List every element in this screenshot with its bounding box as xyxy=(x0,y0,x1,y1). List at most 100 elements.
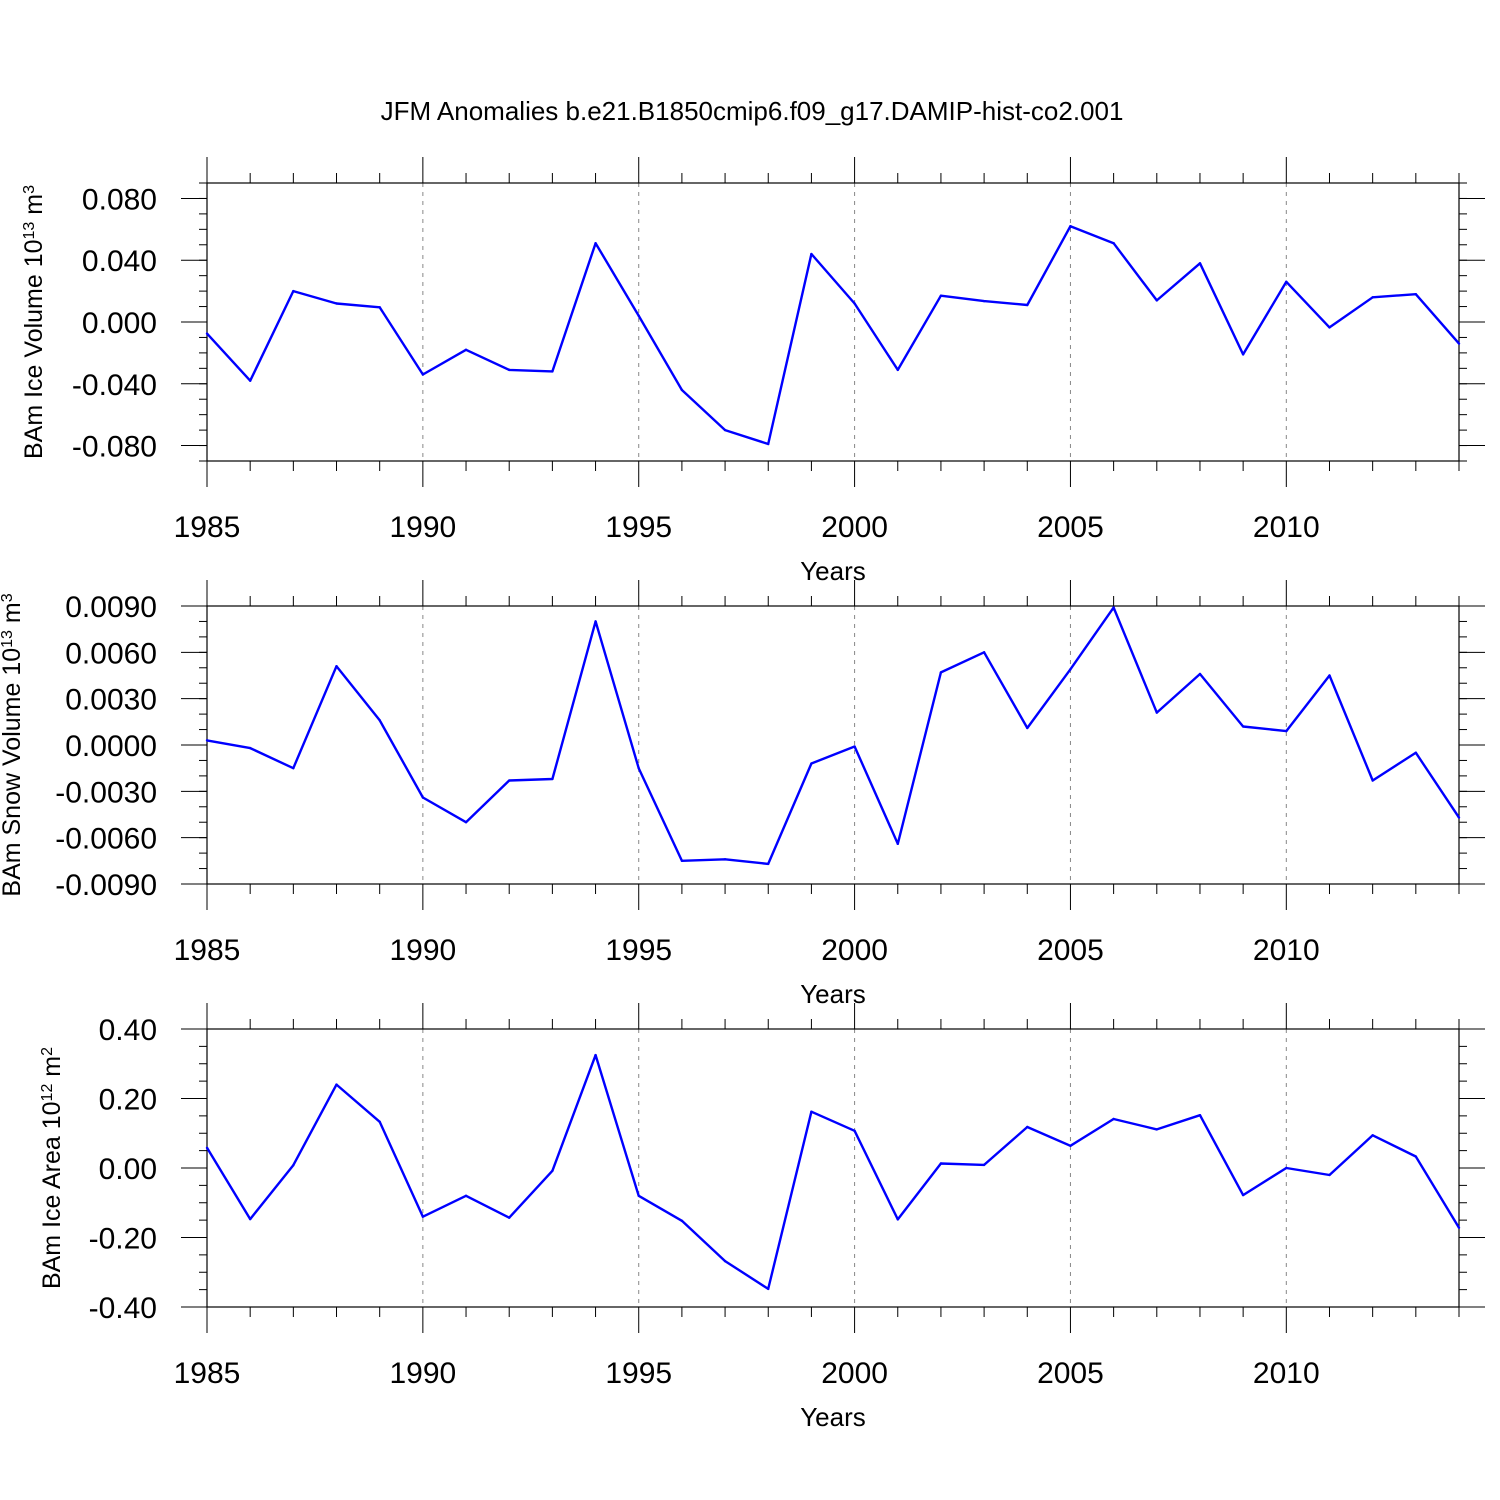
data-point xyxy=(594,242,597,245)
data-point xyxy=(767,1287,770,1291)
data-point xyxy=(810,762,813,765)
y-tick-label: 0.40 xyxy=(99,1014,157,1047)
y-tick-label: 0.080 xyxy=(82,183,157,216)
data-point xyxy=(205,739,209,742)
data-point xyxy=(1112,606,1115,609)
data-point xyxy=(637,314,640,318)
data-point xyxy=(335,1083,338,1086)
y-tick-label: -0.040 xyxy=(72,369,157,402)
y-tick-label: 0.000 xyxy=(82,307,157,340)
data-point xyxy=(421,1215,425,1218)
data-point xyxy=(508,368,511,372)
data-point xyxy=(1069,668,1072,671)
panels: 0.080 0.040 0.000 -0.040 -0.080 1985 1990 1995 2… xyxy=(0,157,1485,1432)
data-point xyxy=(335,665,338,668)
data-point xyxy=(723,1259,727,1263)
data-point xyxy=(248,1217,252,1221)
y-tick-label: -0.080 xyxy=(72,431,157,464)
x-tick-label: 1995 xyxy=(605,934,672,967)
data-point xyxy=(1026,1125,1029,1129)
data-point xyxy=(205,1146,209,1150)
data-point xyxy=(205,332,209,335)
data-point xyxy=(1241,725,1245,728)
data-point xyxy=(1069,1144,1072,1147)
data-point xyxy=(939,671,943,674)
x-tick-label: 2000 xyxy=(821,934,888,967)
y-axis-label: BAm Ice Area 1012 m2 xyxy=(38,1047,66,1289)
x-tick-label: 1990 xyxy=(389,511,456,544)
x-tick-label: 2000 xyxy=(821,1357,888,1390)
data-point xyxy=(248,379,252,382)
series-line xyxy=(206,606,1460,866)
data-point xyxy=(1371,779,1374,782)
panel-1: 0.080 0.040 0.000 -0.040 -0.080 1985 1990 1995 2… xyxy=(20,157,1485,586)
series-line xyxy=(205,1053,1461,1291)
data-point xyxy=(723,428,727,432)
data-point xyxy=(896,368,899,372)
data-point xyxy=(1241,353,1245,356)
data-point xyxy=(551,1169,554,1172)
x-tick-label: 1985 xyxy=(174,1357,241,1390)
series-line xyxy=(206,224,1460,446)
data-point xyxy=(896,1218,899,1221)
data-point xyxy=(1112,1117,1115,1121)
y-axis-label: BAm Ice Volume 1013 m3 xyxy=(20,185,48,459)
x-tick-label: 2005 xyxy=(1037,934,1104,967)
data-point xyxy=(723,858,727,861)
panel-3: 0.40 0.20 0.00 -0.20 -0.40 1985 1990 1995 2000 20… xyxy=(38,1003,1485,1432)
x-axis-label: Years xyxy=(800,1402,866,1432)
data-point xyxy=(464,821,468,824)
data-point xyxy=(680,859,684,863)
data-point xyxy=(1112,242,1115,245)
data-point xyxy=(335,302,338,305)
data-point xyxy=(1155,711,1158,714)
data-point xyxy=(1328,326,1331,329)
x-tick-label: 2000 xyxy=(821,511,888,544)
data-point xyxy=(1457,816,1461,819)
data-point xyxy=(810,1110,813,1113)
data-point xyxy=(508,779,511,782)
chart-title: JFM Anomalies b.e21.B1850cmip6.f09_g17.D… xyxy=(381,96,1124,126)
x-tick-label: 1990 xyxy=(389,1357,456,1390)
y-label-superscript: 13 xyxy=(0,630,16,648)
data-point xyxy=(767,442,770,446)
y-tick-label: 0.0060 xyxy=(65,637,157,670)
y-label-superscript: 2 xyxy=(39,1047,56,1056)
y-tick-label: 0.00 xyxy=(99,1153,157,1186)
data-point xyxy=(853,745,856,748)
data-point xyxy=(810,252,813,256)
data-point xyxy=(680,1219,684,1223)
data-point xyxy=(464,348,468,351)
data-point xyxy=(551,777,554,781)
data-point xyxy=(508,1216,511,1219)
x-tick-label: 2010 xyxy=(1253,511,1320,544)
x-tick-label: 2010 xyxy=(1253,1357,1320,1390)
y-label-text: BAm Ice Area 10 xyxy=(38,1101,66,1289)
x-tick-label: 2010 xyxy=(1253,934,1320,967)
data-point xyxy=(1155,1128,1158,1131)
data-point xyxy=(551,370,554,373)
data-point xyxy=(1155,299,1158,302)
data-point xyxy=(378,306,381,309)
x-tick-label: 1985 xyxy=(174,934,241,967)
data-point xyxy=(1457,1226,1461,1229)
data-point xyxy=(1026,726,1029,730)
data-point xyxy=(1026,303,1029,307)
x-tick-label: 1990 xyxy=(389,934,456,967)
y-label-text: m xyxy=(38,1056,66,1084)
data-point xyxy=(637,1194,640,1198)
data-point xyxy=(421,796,425,799)
panel-2: 0.0090 0.0060 0.0030 0.0000 -0.0030 -0.0060 -0… xyxy=(0,580,1485,1009)
data-point xyxy=(464,1194,468,1198)
data-point xyxy=(594,620,597,623)
data-point xyxy=(1457,342,1461,345)
y-label-superscript: 3 xyxy=(0,593,16,602)
data-point xyxy=(767,862,770,866)
data-point xyxy=(853,1129,856,1133)
data-point xyxy=(1198,1113,1202,1117)
x-tick-label: 1995 xyxy=(605,511,672,544)
data-point xyxy=(1414,1155,1418,1158)
x-tick-label: 1985 xyxy=(174,511,241,544)
y-tick-label: 0.040 xyxy=(82,245,157,278)
